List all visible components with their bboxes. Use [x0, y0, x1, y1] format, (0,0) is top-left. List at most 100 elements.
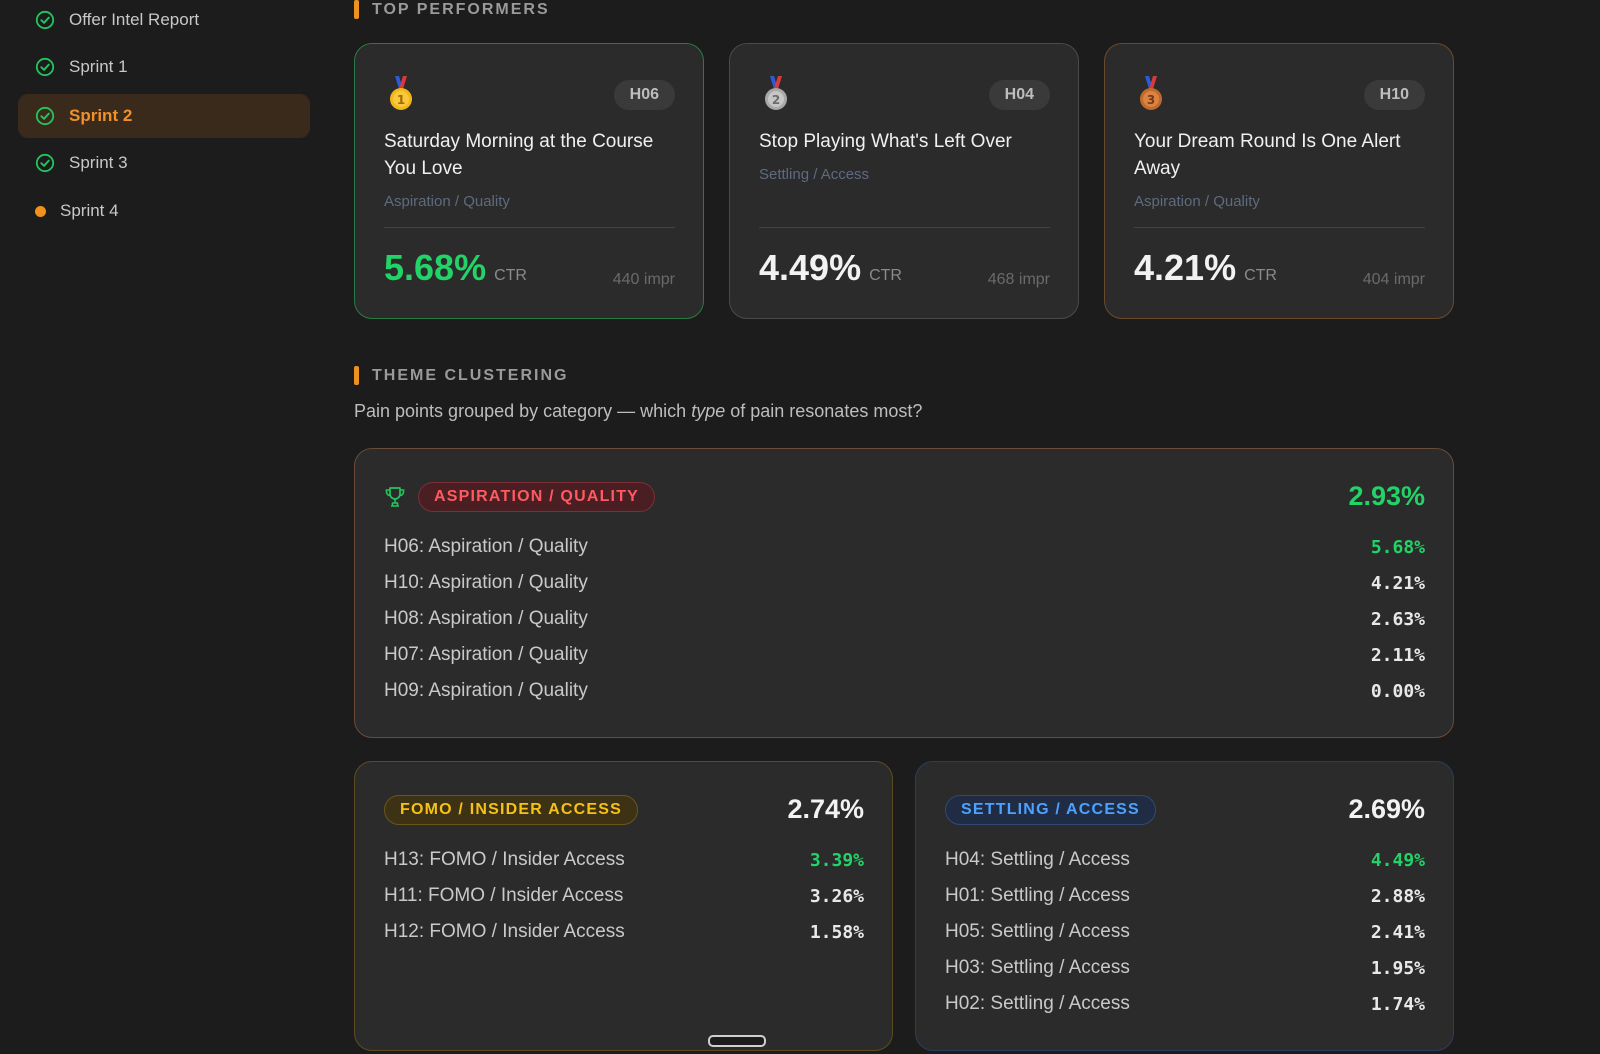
performer-ctr: 5.68% CTR — [384, 247, 527, 289]
cluster-card-settling-access: SETTLING / ACCESS 2.69% H04: Settling / … — [915, 761, 1454, 1051]
row-value: 3.39% — [809, 849, 864, 871]
performer-category: Aspiration / Quality — [384, 193, 510, 210]
cluster-name-badge: FOMO / INSIDER ACCESS — [384, 795, 638, 825]
ctr-unit: CTR — [1244, 267, 1277, 284]
row-label: H07: Aspiration / Quality — [384, 644, 588, 665]
row-label: H09: Aspiration / Quality — [384, 680, 588, 701]
performer-card-h10[interactable]: 3 H10 Your Dream Round Is One Alert Away… — [1104, 43, 1454, 319]
cluster-row: H12: FOMO / Insider Access 1.58% — [384, 914, 864, 950]
silver-medal-icon: 2 — [765, 76, 787, 110]
bronze-medal-icon: 3 — [1140, 76, 1162, 110]
sidebar-item-sprint-2[interactable]: Sprint 2 — [18, 94, 310, 138]
sidebar-item-sprint-4[interactable]: Sprint 4 — [18, 189, 310, 233]
cluster-row: H01: Settling / Access 2.88% — [945, 878, 1425, 914]
performer-card-h04[interactable]: 2 H04 Stop Playing What's Left Over Sett… — [729, 43, 1079, 319]
hypothesis-id-badge: H10 — [1363, 80, 1425, 110]
check-circle-icon — [35, 153, 55, 173]
row-value: 3.26% — [809, 885, 864, 907]
cluster-row: H13: FOMO / Insider Access 3.39% — [384, 842, 864, 878]
sidebar-item-label: Sprint 4 — [60, 201, 119, 220]
cluster-average-ctr: 2.93% — [1348, 481, 1425, 511]
impressions-count: 440 impr — [612, 271, 675, 288]
row-label: H13: FOMO / Insider Access — [384, 849, 625, 870]
medal-rank: 2 — [772, 93, 780, 107]
section-title-text: THEME CLUSTERING — [372, 366, 569, 384]
cluster-row: H11: FOMO / Insider Access 3.26% — [384, 878, 864, 914]
cluster-card-aspiration-quality: ASPIRATION / QUALITY 2.93% H06: Aspirati… — [354, 448, 1454, 738]
row-value: 1.74% — [1370, 993, 1425, 1015]
row-value: 2.41% — [1370, 921, 1425, 943]
scroll-handle[interactable] — [708, 1035, 766, 1047]
sidebar-item-sprint-1[interactable]: Sprint 1 — [18, 45, 310, 89]
performer-category: Aspiration / Quality — [1134, 193, 1260, 210]
impressions-count: 468 impr — [987, 271, 1050, 288]
trophy-icon — [385, 487, 405, 507]
section-accent-bar — [354, 366, 359, 385]
section-title-top-performers: TOP PERFORMERS — [354, 0, 550, 19]
performer-title: Saturday Morning at the Course You Love — [384, 131, 654, 179]
subtitle-text: of pain resonates most? — [725, 401, 923, 421]
cluster-average-ctr: 2.69% — [1348, 794, 1425, 824]
cluster-row: H08: Aspiration / Quality 2.63% — [384, 601, 1425, 637]
sidebar-item-label: Offer Intel Report — [69, 10, 200, 29]
subtitle-text: Pain points grouped by category — which — [354, 401, 692, 421]
row-value: 1.58% — [809, 921, 864, 943]
row-label: H06: Aspiration / Quality — [384, 536, 588, 557]
cluster-row: H09: Aspiration / Quality 0.00% — [384, 673, 1425, 709]
divider — [759, 227, 1050, 228]
cluster-name-badge: ASPIRATION / QUALITY — [418, 482, 656, 512]
sidebar-item-label: Sprint 3 — [69, 153, 128, 172]
section-subtitle: Pain points grouped by category — which … — [354, 401, 922, 422]
impressions-count: 404 impr — [1362, 271, 1425, 288]
row-label: H11: FOMO / Insider Access — [384, 885, 624, 906]
row-label: H12: FOMO / Insider Access — [384, 921, 625, 942]
row-value: 5.68% — [1370, 536, 1425, 558]
ctr-unit: CTR — [494, 267, 527, 284]
row-value: 4.21% — [1370, 572, 1425, 594]
cluster-row: H06: Aspiration / Quality 5.68% — [384, 529, 1425, 565]
cluster-row: H07: Aspiration / Quality 2.11% — [384, 637, 1425, 673]
performer-card-h06[interactable]: 1 H06 Saturday Morning at the Course You… — [354, 43, 704, 319]
section-title-text: TOP PERFORMERS — [372, 0, 550, 18]
row-value: 1.95% — [1370, 957, 1425, 979]
row-value: 2.88% — [1370, 885, 1425, 907]
ctr-value: 4.49% — [759, 247, 862, 288]
divider — [1134, 227, 1425, 228]
cluster-row: H05: Settling / Access 2.41% — [945, 914, 1425, 950]
performer-ctr: 4.49% CTR — [759, 247, 902, 289]
sidebar-item-sprint-3[interactable]: Sprint 3 — [18, 141, 310, 185]
hypothesis-id-badge: H04 — [988, 80, 1050, 110]
cluster-card-fomo-insider-access: FOMO / INSIDER ACCESS 2.74% H13: FOMO / … — [354, 761, 893, 1051]
medal-rank: 3 — [1147, 93, 1155, 107]
in-progress-dot-icon — [35, 205, 46, 217]
gold-medal-icon: 1 — [390, 76, 412, 110]
ctr-value: 5.68% — [384, 247, 487, 288]
check-circle-icon — [35, 10, 55, 30]
row-value: 4.49% — [1370, 849, 1425, 871]
subtitle-emphasis: type — [691, 401, 726, 421]
performer-title: Stop Playing What's Left Over — [759, 131, 1012, 152]
sidebar-item-label: Sprint 1 — [69, 57, 128, 76]
sidebar-item-label: Sprint 2 — [69, 106, 133, 125]
cluster-row: H10: Aspiration / Quality 4.21% — [384, 565, 1425, 601]
sidebar-item-offer-intel-report[interactable]: Offer Intel Report — [18, 0, 310, 42]
row-value: 2.11% — [1370, 644, 1425, 666]
ctr-value: 4.21% — [1134, 247, 1237, 288]
performer-category: Settling / Access — [759, 166, 870, 183]
section-title-theme-clustering: THEME CLUSTERING — [354, 366, 568, 385]
row-label: H08: Aspiration / Quality — [384, 608, 588, 629]
row-label: H04: Settling / Access — [945, 849, 1130, 870]
cluster-name-badge: SETTLING / ACCESS — [945, 795, 1156, 825]
cluster-row: H03: Settling / Access 1.95% — [945, 950, 1425, 986]
hypothesis-id-badge: H06 — [613, 80, 675, 110]
row-label: H01: Settling / Access — [945, 885, 1130, 906]
medal-rank: 1 — [397, 93, 405, 107]
check-circle-icon — [35, 57, 55, 77]
cluster-average-ctr: 2.74% — [787, 794, 864, 824]
ctr-unit: CTR — [869, 267, 902, 284]
divider — [384, 227, 675, 228]
cluster-row: H04: Settling / Access 4.49% — [945, 842, 1425, 878]
row-label: H10: Aspiration / Quality — [384, 572, 588, 593]
performer-ctr: 4.21% CTR — [1134, 247, 1277, 289]
section-accent-bar — [354, 0, 359, 19]
